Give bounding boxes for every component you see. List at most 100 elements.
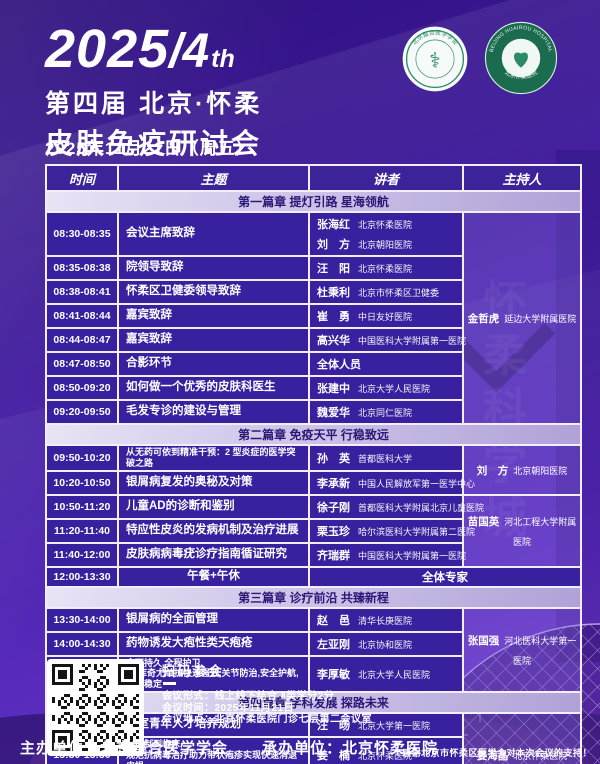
time-cell: 10:20-10:50 <box>45 469 119 496</box>
speaker-cell: 汪 旸北京大学第一医院 <box>308 711 464 738</box>
topic-cell: 银屑病的全面管理 <box>117 606 310 633</box>
section-title: 第四篇章 学科发展 探路未来 <box>45 690 582 714</box>
subtitle-location: 第四届 北京·怀柔 <box>45 90 263 118</box>
speaker-cell: 高兴华 中国医科大学附属第一医院 <box>308 327 466 353</box>
host-cell: 刘 方北京朝阳医院 <box>462 444 582 496</box>
huairou-hospital-logo: BEIJING HUAIROU HOSPITAL 北京怀柔医院 <box>484 21 558 95</box>
qr-label: 扫码参会 <box>162 664 224 679</box>
topic-cell: 从无药可依到精准干预：2 型炎症的医学突破之路 <box>117 444 310 472</box>
topic-cell: 全面持久,全程护卫 -司库奇尤单抗快速强效,关节防治,安全护航,长期稳定 <box>117 654 310 693</box>
speaker-cell: 张建中 北京大学人民医院 <box>308 375 464 401</box>
schedule-row: 10:50-11:20 儿童AD的诊断和鉴别 徐子刚 首都医科大学附属北京儿童医院 苗国… <box>45 493 582 568</box>
schedule-row: 09:20-09:50 毛发专诊的建设与管理 魏爱华 北京同仁医院 <box>45 399 581 425</box>
schedule-row: 08:38-08:41 怀柔区卫健委领导致辞 杜秉利 北京市怀柔区卫健委 <box>45 279 581 305</box>
speaker-cell: 姜 楠北京怀柔医院 <box>308 735 464 764</box>
undertaker-name: 北京怀柔医院 <box>342 740 439 757</box>
organizer-name: 北京整合医学学会 <box>100 740 229 757</box>
column-header-3: 主持人 <box>462 164 582 192</box>
heart-icon <box>514 52 528 68</box>
organizer-label: 主办单位： <box>20 740 101 757</box>
schedule-table: 时间 主题 讲者 主持人 第一篇章 提灯引路 星海领航 08:30-08:35 会议主席致辞… <box>45 164 582 764</box>
schedule-row: 14:00-14:30 药物诱发大疱性类天疱疮 左亚刚 北京协和医院 <box>45 630 581 657</box>
topic-cell: 皮肤病病毒疣诊疗指南循证研究 <box>117 541 310 568</box>
speaker-cell: 徐子刚 首都医科大学附属北京儿童医院 <box>308 493 484 520</box>
speaker-cell: 李承新 中国人民解放军第一医学中心 <box>308 469 475 496</box>
qr-code <box>47 659 144 756</box>
column-header-0: 时间 <box>45 164 119 192</box>
undertaker-label: 承办单位： <box>262 740 343 757</box>
topic-cell: 会议主席致辞 <box>117 211 310 257</box>
topic-cell: 如何做一个优秀的皮肤科医生 <box>117 375 310 401</box>
schedule-row: 10:20-10:50 银屑病复发的奥秘及对策 李承新 中国人民解放军第一医学中心 <box>45 469 581 496</box>
section-title: 第一篇章 提灯引路 星海领航 <box>45 190 582 213</box>
topic-cell: 银屑病复发的奥秘及对策 <box>117 469 310 496</box>
caduceus-icon: ⚕ <box>429 50 440 73</box>
speaker-cell: 魏爱华 北京同仁医院 <box>308 399 464 425</box>
topic-cell: 特应性皮炎的发病机制及治疗进展 <box>117 517 310 544</box>
schedule-row: 13:30-14:00 银屑病的全面管理赵 邑清华长庚医院 张国强 河北医科大学第一医… <box>45 606 582 693</box>
section-title: 第三篇章 诊疗前沿 共臻新程 <box>45 585 582 609</box>
time-cell: 10:50-11:20 <box>45 493 119 520</box>
schedule-row: 08:44-08:47 嘉宾致辞 高兴华 中国医科大学附属第一医院 <box>45 327 581 353</box>
schedule-row: 15:30-15:50从机制到临床,规范抗病毒治疗助力带状疱疹实现快速消退皮损姜… <box>45 735 581 764</box>
thanks-note: 感谢北京市怀柔区医学会对本次会议的支持！ <box>402 748 593 758</box>
speaker-cell: 赵 邑清华长庚医院 <box>308 606 464 633</box>
meeting-time: 会议时间：2025年11月21日 <box>162 702 294 714</box>
time-cell: 08:41-08:44 <box>45 303 119 329</box>
schedule-row: 08:41-08:44 嘉宾致辞崔 勇中日友好医院 <box>45 303 581 329</box>
topic-cell: 合影环节 <box>117 351 310 377</box>
schedule-row: 12:00-13:30 午餐+午休 全体专家 <box>45 565 582 588</box>
topic-cell: 怀柔区卫健委领导致辞 <box>117 279 310 305</box>
topic-cell: 院领导致辞 <box>117 255 310 281</box>
time-cell: 11:40-12:00 <box>45 541 119 568</box>
topic-cell: 药物诱发大疱性类天疱疮 <box>117 630 310 657</box>
schedule-row: 08:47-08:50 合影环节 全体人员 <box>45 351 581 377</box>
host-cell: 姜海晶 北京怀柔医院 <box>462 711 582 764</box>
subtitle-event: 皮肤免疫研讨会 <box>45 128 263 159</box>
topic-cell: 毛发专诊的建设与管理 <box>117 399 310 425</box>
poster-header: 2025/4th 第四届 北京·怀柔 皮肤免疫研讨会 <box>45 18 262 162</box>
schedule-row: 08:50-09:20 如何做一个优秀的皮肤科医生 张建中 北京大学人民医院 <box>45 375 581 401</box>
time-cell: 08:50-09:20 <box>45 375 119 401</box>
speaker-cell: 全体人员 <box>308 351 464 377</box>
schedule-row: 09:50-10:20 从无药可依到精准干预：2 型炎症的医学突破之路孙 英首都医… <box>45 444 582 496</box>
speaker-cell: 李厚敏 北京大学人民医院 <box>308 654 464 693</box>
title-edition: /4 <box>169 25 210 78</box>
topic-cell: 从机制到临床,规范抗病毒治疗助力带状疱疹实现快速消退皮损 <box>117 735 310 764</box>
schedule-row: 11:40-12:00 皮肤病病毒疣诊疗指南循证研究 齐瑞群 中国医科大学附属第一医院 <box>45 541 581 568</box>
title-year: 2025 <box>45 19 170 79</box>
topic-cell: 科室青年人才培养规划 <box>117 711 310 738</box>
time-cell: 12:00-13:30 <box>45 565 119 588</box>
event-date: 2025年11月21日（周五） <box>45 139 254 158</box>
host-cell: 苗国英 河北工程大学附属医院 <box>462 493 582 568</box>
time-cell: 11:20-11:40 <box>45 517 119 544</box>
schedule-row: 08:30-08:35 会议主席致辞 张海红 北京怀柔医院刘 方北京朝阳医院 金哲虎 延边… <box>45 211 582 425</box>
host-cell: 金哲虎 延边大学附属医院 <box>462 211 582 425</box>
section-title: 第二篇章 免疫天平 行稳致远 <box>45 423 582 446</box>
speaker-cell: 左亚刚 北京协和医院 <box>308 630 464 657</box>
schedule-row: 08:35-08:38 院领导致辞汪 阳北京怀柔医院 <box>45 255 581 281</box>
speaker-cell: 栗玉珍 哈尔滨医科大学附属第二医院 <box>308 517 475 544</box>
host-cell: 张国强 河北医科大学第一医院 <box>462 606 582 693</box>
topic-cell: 午餐+午休 <box>117 565 310 588</box>
speaker-cell: 杜秉利 北京市怀柔区卫健委 <box>308 279 464 305</box>
attendees-cell: 全体专家 <box>308 565 582 588</box>
speaker-cell: 张海红 北京怀柔医院刘 方北京朝阳医院 <box>308 211 464 257</box>
column-header-2: 讲者 <box>308 164 464 192</box>
schedule-row: 14:30-15:00全面持久,全程护卫-司库奇尤单抗快速强效,关节防治,安全护… <box>45 654 581 693</box>
topic-cell: 嘉宾致辞 <box>117 327 310 353</box>
time-cell: 08:35-08:38 <box>45 255 119 281</box>
time-cell: 08:44-08:47 <box>45 327 119 353</box>
time-cell: 09:50-10:20 <box>45 444 119 472</box>
time-cell: 08:30-08:35 <box>45 211 119 257</box>
meeting-location: 会议地点：北京怀柔医院门诊七层第二会议室 <box>162 714 372 725</box>
poster-title: 2025/4th <box>45 18 262 80</box>
time-cell: 09:20-09:50 <box>45 399 119 425</box>
time-cell: 08:47-08:50 <box>45 351 119 377</box>
speaker-cell: 崔 勇中日友好医院 <box>308 303 464 329</box>
speaker-cell: 孙 英首都医科大学 <box>308 444 464 472</box>
title-suffix: th <box>211 45 235 73</box>
organizers-line: 主办单位：北京整合医学学会 承办单位：北京怀柔医院 <box>20 737 438 758</box>
speaker-cell: 齐瑞群 中国医科大学附属第一医院 <box>308 541 466 568</box>
